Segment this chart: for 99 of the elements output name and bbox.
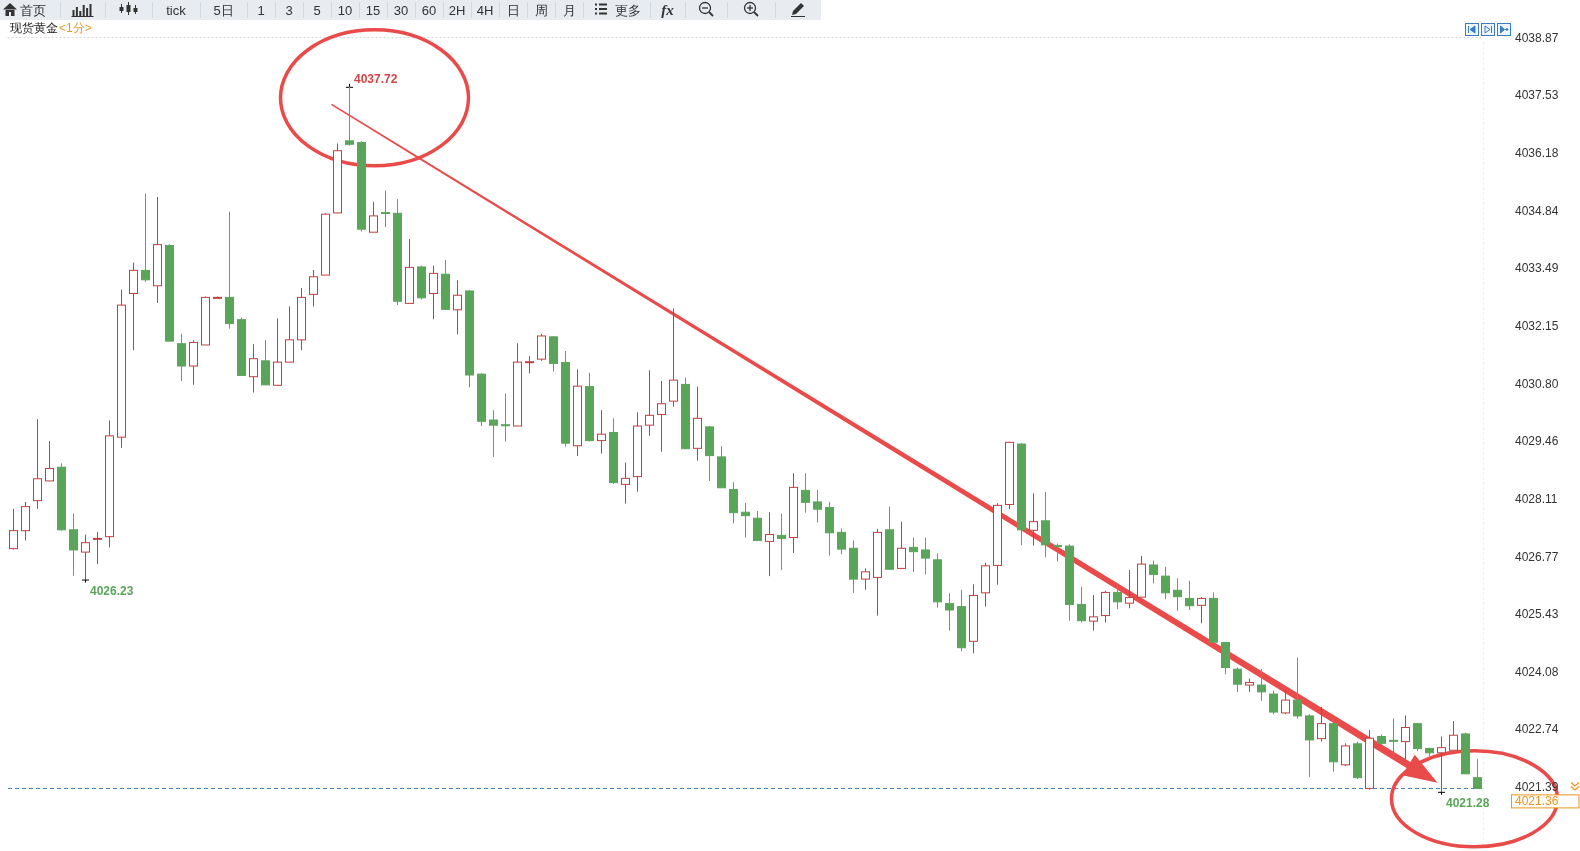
candlestick [1197,596,1206,624]
candlestick [1317,706,1326,743]
candlestick [9,508,18,551]
text: 15 [365,2,381,18]
candlestick [1029,492,1038,547]
text: 月 [562,2,576,18]
y-tick-label: 4034.84 [1515,203,1559,218]
candlestick [1077,586,1086,623]
candlestick [777,513,786,571]
candlestick [501,392,510,442]
candlestick [801,472,810,514]
candlestick [141,193,150,283]
candlestick [1389,717,1398,759]
y-tick-label: 4025.43 [1515,607,1559,622]
candlestick [189,339,198,386]
text: 更多 [615,2,641,18]
text: 2H [448,2,466,18]
chart-subtitle: <1分> [59,21,92,35]
candlestick [345,86,354,147]
ref-line-label: 4021.36 [1515,794,1559,809]
candlestick [1125,569,1134,609]
candlestick [1233,666,1242,693]
candlestick [429,265,438,320]
y-tick-label: 4033.49 [1515,261,1559,276]
text: 首页 [20,2,46,18]
text: tick [166,2,187,18]
text: 30 [393,2,409,18]
chart-title: 现货黄金 [10,21,58,35]
text: 60 [421,2,437,18]
candlestick [369,201,378,233]
candlestick [1053,543,1062,563]
text: 3 [285,2,293,18]
annotation: 4021.28 [1446,795,1490,810]
candlestick [537,333,546,362]
candlestick [273,317,282,386]
candlestick [453,279,462,335]
candlestick [1113,582,1122,610]
candlestick [945,592,954,632]
candlestick [1293,657,1302,719]
candlestick [621,461,630,505]
candlestick [1257,668,1266,702]
y-tick-label: 4037.53 [1515,88,1559,103]
candlestick [837,528,846,555]
text: 10 [337,2,353,18]
candlestick [1401,714,1410,760]
candlestick [921,537,930,575]
text: 4H [476,2,494,18]
candlestick [1437,736,1446,793]
text: 周 [534,2,548,18]
candlestick [177,333,186,382]
text: 5 [313,2,321,18]
candlestick [1341,742,1350,767]
candlestick [729,481,738,524]
annotation: 4037.72 [354,71,398,86]
candlestick [645,369,654,437]
candlestick [765,511,774,577]
y-tick-label: 4029.46 [1515,434,1559,449]
candlestick [669,308,678,408]
candlestick [657,380,666,453]
candlestick [249,343,258,394]
candlestick [741,502,750,539]
candlestick [813,489,822,524]
y-tick-label: 4038.87 [1515,30,1559,45]
candlestick [1101,590,1110,623]
y-tick-label: 4036.18 [1515,146,1559,161]
text: fx [661,1,675,18]
candlestick [1089,594,1098,632]
candlestick [897,521,906,569]
candlestick [81,534,90,581]
candlestick [1269,690,1278,715]
y-tick-label: 4032.15 [1515,318,1559,333]
candlestick [861,567,870,591]
y-tick-label: 4030.80 [1515,376,1559,391]
candlestick [1173,577,1182,612]
text: 5日 [213,2,234,18]
candlestick [1185,580,1194,611]
candlestick [129,262,138,351]
candlestick [381,190,390,228]
text: 1 [257,2,265,18]
y-tick-label: 4028.11 [1515,492,1558,507]
candlestick [285,305,294,363]
candlestick [1149,560,1158,584]
candlestick [489,409,498,458]
annotation: 4026.23 [90,583,134,598]
candlestick [93,531,102,565]
y-tick-label: 4022.74 [1515,722,1559,737]
candlestick [909,537,918,573]
candlestick [753,510,762,542]
candlestick [309,269,318,307]
candlestick [597,409,606,454]
candlestick [45,440,54,482]
y-tick-label: 4026.77 [1515,549,1559,564]
candlestick [69,513,78,577]
candlestick [1449,720,1458,751]
candlestick [1473,758,1482,789]
candlestick [1161,566,1170,600]
y-tick-label: 4024.08 [1515,664,1559,679]
text: 日 [506,2,520,18]
candlestick [33,418,42,510]
